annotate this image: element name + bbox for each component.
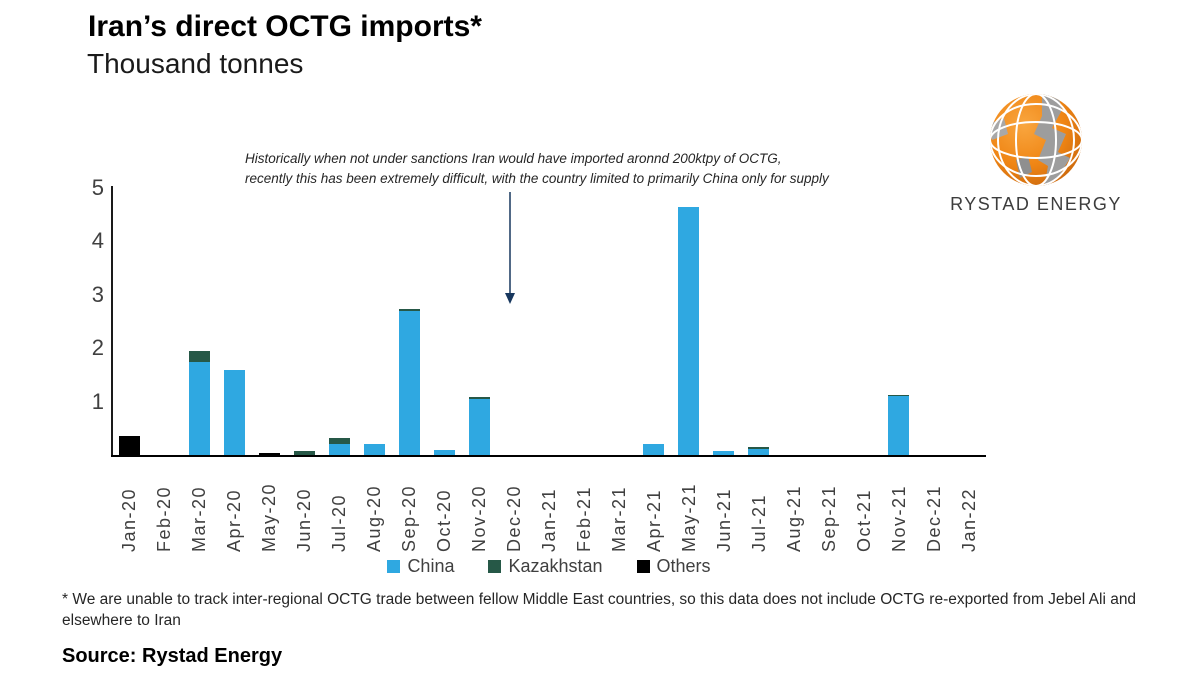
chart-legend: China Kazakhstan Others xyxy=(112,556,986,577)
x-axis-label: Mar-21 xyxy=(608,485,629,552)
y-tick-label: 2 xyxy=(91,335,104,361)
bar-segment-china-Oct-20 xyxy=(433,449,455,455)
bar-segment-kazakhstan-Nov-20 xyxy=(468,397,490,399)
x-axis-label: Dec-21 xyxy=(923,484,944,552)
bar-segment-china-Nov-21 xyxy=(888,396,910,455)
bar-segment-others-Jan-20 xyxy=(118,436,140,455)
x-axis-label: Jan-20 xyxy=(119,487,140,552)
page-subtitle: Thousand tonnes xyxy=(87,48,304,79)
x-axis-label: Dec-20 xyxy=(504,484,525,552)
logo-text: RYSTAD ENERGY xyxy=(950,194,1122,214)
globe-icon xyxy=(948,90,1124,190)
x-axis-label: Jan-21 xyxy=(539,487,559,552)
source-line: Source: Rystad Energy xyxy=(62,645,283,667)
y-tick-label: 5 xyxy=(91,175,104,200)
y-axis-line xyxy=(111,186,113,456)
legend-label: China xyxy=(407,556,455,576)
x-axis-label: Oct-21 xyxy=(853,488,874,552)
bar-segment-kazakhstan-Jul-20 xyxy=(328,437,350,445)
x-axis-label: Aug-20 xyxy=(364,484,385,552)
legend-swatch-icon xyxy=(636,560,650,573)
bar-segment-china-Sep-20 xyxy=(398,310,420,455)
bar-segment-kazakhstan-Jun-20 xyxy=(293,450,315,455)
x-axis-label: Apr-20 xyxy=(224,488,245,552)
x-axis-label: Jul-21 xyxy=(748,493,769,552)
legend-swatch-icon xyxy=(488,560,502,573)
bar-segment-others-May-20 xyxy=(258,452,280,455)
y-tick-label: 1 xyxy=(91,388,104,414)
legend-swatch-icon xyxy=(387,560,401,573)
x-axis-label: Sep-20 xyxy=(399,484,420,552)
x-axis-label: Feb-21 xyxy=(573,485,594,552)
x-axis-label: Mar-20 xyxy=(189,485,210,552)
x-axis-label: Jan-22 xyxy=(958,487,979,552)
bar-segment-china-Apr-20 xyxy=(223,369,245,455)
annotation-line-2: recently this has been extremely difficu… xyxy=(245,171,829,186)
annotation-text: Historically when not under sanctions Ir… xyxy=(245,149,920,189)
bar-segment-china-Mar-20 xyxy=(188,361,210,455)
bar-segment-china-Aug-20 xyxy=(363,444,385,455)
x-axis-label: May-20 xyxy=(259,482,280,552)
x-axis-label: Sep-21 xyxy=(818,484,839,552)
x-axis-label: Aug-21 xyxy=(783,484,804,552)
x-axis-label: Oct-20 xyxy=(434,488,455,552)
x-axis-line xyxy=(111,455,986,457)
bar-segment-kazakhstan-Jul-21 xyxy=(748,446,770,449)
x-axis-label: Feb-20 xyxy=(154,485,175,552)
y-tick-label: 3 xyxy=(91,281,104,307)
bar-segment-china-May-21 xyxy=(678,206,700,455)
bar-segment-china-Apr-21 xyxy=(643,444,665,455)
legend-item-china: China xyxy=(387,556,454,577)
x-axis-label: Jun-20 xyxy=(294,487,315,552)
x-axis-label: Jun-21 xyxy=(713,487,734,552)
footnote: * We are unable to track inter-regional … xyxy=(62,591,1137,629)
bar-segment-china-Jul-21 xyxy=(748,448,770,455)
x-axis-label: Jul-20 xyxy=(329,493,350,552)
bar-segment-kazakhstan-Mar-20 xyxy=(188,350,210,362)
legend-label: Kazakhstan xyxy=(508,556,603,576)
bar-segment-china-Jul-20 xyxy=(328,444,350,455)
y-tick-label: 4 xyxy=(91,228,104,254)
legend-item-others: Others xyxy=(636,556,711,577)
x-axis-label: Apr-21 xyxy=(643,488,664,552)
bar-segment-kazakhstan-Sep-20 xyxy=(398,309,420,311)
legend-item-kazakhstan: Kazakhstan xyxy=(488,556,603,577)
x-axis-label: Nov-21 xyxy=(888,484,909,552)
bar-segment-china-Nov-20 xyxy=(468,398,490,455)
x-axis-label: Nov-20 xyxy=(469,484,490,552)
page-title: Iran’s direct OCTG imports* xyxy=(88,10,482,43)
down-arrow-icon xyxy=(500,192,520,311)
annotation-line-1: Historically when not under sanctions Ir… xyxy=(245,151,782,166)
legend-label: Others xyxy=(656,556,711,576)
rystad-energy-logo: RYSTAD ENERGY xyxy=(948,90,1124,215)
x-axis-label: May-21 xyxy=(678,482,699,552)
bar-segment-china-Jun-21 xyxy=(713,451,735,455)
bar-segment-kazakhstan-Nov-21 xyxy=(888,394,910,397)
